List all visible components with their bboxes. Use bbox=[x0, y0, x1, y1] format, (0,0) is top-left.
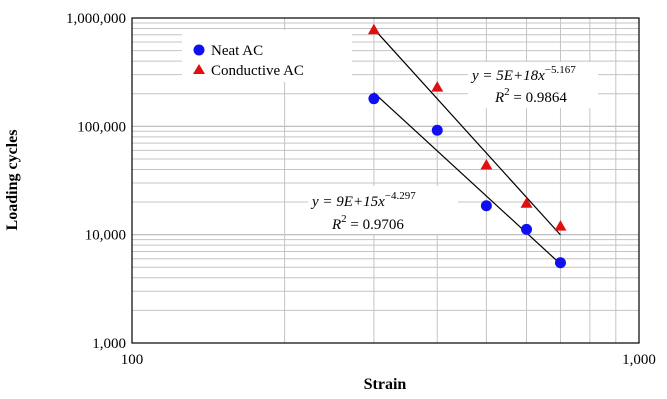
equation-neat-ac: y = 9E+15x−4.297 bbox=[310, 190, 416, 210]
data-point-neat-ac bbox=[431, 124, 443, 136]
x-tick-label: 100 bbox=[121, 352, 144, 368]
plot-frame bbox=[131, 17, 640, 344]
legend-label-conductive-ac: Conductive AC bbox=[211, 63, 304, 79]
legend-label-neat-ac: Neat AC bbox=[211, 43, 263, 59]
y-axis-title: Loading cycles bbox=[4, 130, 21, 231]
y-tick-label: 100,000 bbox=[77, 119, 126, 135]
trendlines bbox=[373, 28, 561, 265]
data-point-neat-ac bbox=[480, 200, 492, 212]
legend: Neat AC Conductive AC bbox=[182, 30, 352, 82]
data-point-neat-ac bbox=[368, 93, 380, 105]
r2-conductive-ac: R2 = 0.9864 bbox=[494, 86, 567, 106]
legend-box bbox=[182, 30, 352, 82]
trendline-conductive-ac bbox=[373, 28, 561, 236]
data-point-conductive-ac bbox=[367, 23, 380, 35]
x-axis-title: Strain bbox=[364, 376, 407, 393]
equation-conductive-ac: y = 5E+18x−5.167 bbox=[470, 64, 576, 84]
trendline-neat-ac bbox=[373, 92, 561, 265]
y-tick-label: 1,000,000 bbox=[66, 11, 126, 27]
equation-box-neat-ac: y = 9E+15x−4.297 R2 = 0.9706 bbox=[308, 186, 458, 234]
data-point-conductive-ac bbox=[480, 158, 493, 170]
data-point-conductive-ac bbox=[520, 197, 533, 208]
data-point-neat-ac bbox=[521, 223, 533, 235]
x-tick-label: 1,000 bbox=[622, 352, 656, 368]
equation-box-conductive-ac: y = 5E+18x−5.167 R2 = 0.9864 bbox=[468, 62, 598, 108]
legend-marker-conductive-ac bbox=[193, 64, 205, 74]
y-tick-label: 10,000 bbox=[85, 228, 126, 244]
equation-box-bg-conductive-ac bbox=[468, 62, 598, 108]
r2-neat-ac: R2 = 0.9706 bbox=[331, 213, 404, 233]
y-tick-label: 1,000 bbox=[92, 336, 126, 352]
data-point-neat-ac bbox=[554, 257, 566, 269]
data-points bbox=[367, 23, 567, 269]
legend-marker-neat-ac bbox=[193, 44, 205, 56]
data-point-conductive-ac bbox=[554, 220, 567, 231]
equation-box-bg-neat-ac bbox=[308, 186, 458, 234]
data-point-conductive-ac bbox=[431, 81, 444, 92]
